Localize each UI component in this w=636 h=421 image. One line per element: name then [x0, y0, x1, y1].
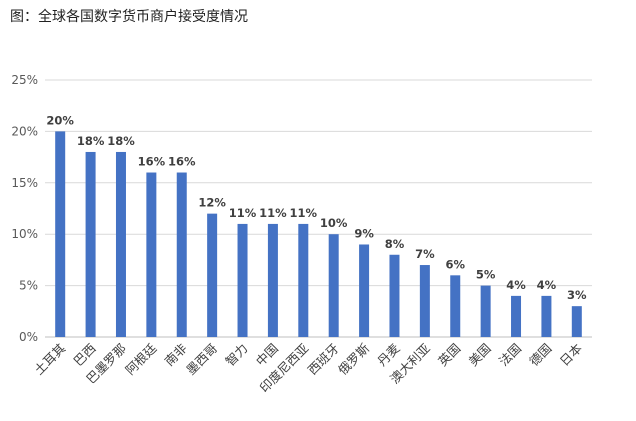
bar [298, 223, 309, 337]
data-label: 18% [77, 134, 105, 148]
y-tick-label: 20% [11, 124, 38, 138]
x-tick-label: 日本 [557, 340, 586, 369]
y-tick-label: 15% [11, 176, 38, 190]
x-tick-label: 法国 [496, 341, 524, 369]
y-tick-label: 10% [11, 227, 38, 241]
x-tick-label: 土耳其 [31, 341, 68, 378]
data-label: 4% [506, 278, 526, 292]
y-tick-label: 0% [19, 330, 38, 344]
data-label: 6% [445, 257, 465, 271]
data-label: 5% [476, 268, 496, 282]
bar [115, 151, 126, 337]
data-label: 4% [537, 278, 557, 292]
data-label: 10% [320, 216, 348, 230]
bar [146, 172, 157, 337]
data-label: 8% [385, 237, 405, 251]
bar [328, 234, 339, 337]
data-label: 16% [168, 155, 196, 169]
bars [55, 131, 582, 337]
data-label: 18% [107, 134, 135, 148]
page-title: 图：全球各国数字货币商户接受度情况 [10, 9, 248, 25]
data-label: 7% [415, 247, 435, 261]
data-label: 12% [198, 196, 226, 210]
bar [85, 151, 96, 337]
data-label: 20% [46, 113, 74, 127]
bar [237, 223, 248, 337]
bar [359, 244, 370, 337]
bar [55, 131, 66, 337]
x-tick-label: 智力 [222, 341, 250, 369]
x-tick-label: 墨西哥 [183, 341, 220, 378]
bar [511, 295, 522, 337]
x-tick-label: 俄罗斯 [335, 341, 372, 378]
bar [480, 285, 491, 337]
bar [541, 295, 552, 337]
bar [389, 254, 400, 337]
data-label: 11% [290, 206, 318, 220]
bar [207, 213, 218, 337]
data-label: 16% [138, 155, 166, 169]
x-tick-label: 阿根廷 [122, 340, 159, 377]
bar [450, 275, 461, 337]
x-tick-label: 德国 [526, 341, 554, 369]
x-tick-label: 美国 [465, 341, 493, 369]
x-tick-label: 西班牙 [305, 341, 342, 378]
data-label: 11% [259, 206, 287, 220]
y-tick-label: 5% [19, 279, 38, 293]
bar [176, 172, 187, 337]
y-tick-label: 25% [11, 73, 38, 87]
data-label: 3% [567, 288, 587, 302]
bar [419, 265, 430, 337]
y-axis-ticks: 0% 5% 10% 15% 20% 25% [11, 73, 38, 344]
data-label: 11% [229, 206, 257, 220]
x-tick-label: 英国 [435, 341, 463, 369]
data-label: 9% [354, 226, 374, 240]
data-labels: 20%18% 18%16% 16%12%11% 11% 11%10%9%8%7%6%5%… [46, 113, 587, 302]
bar [571, 306, 582, 337]
grid-lines [45, 79, 592, 338]
bar [267, 223, 278, 337]
